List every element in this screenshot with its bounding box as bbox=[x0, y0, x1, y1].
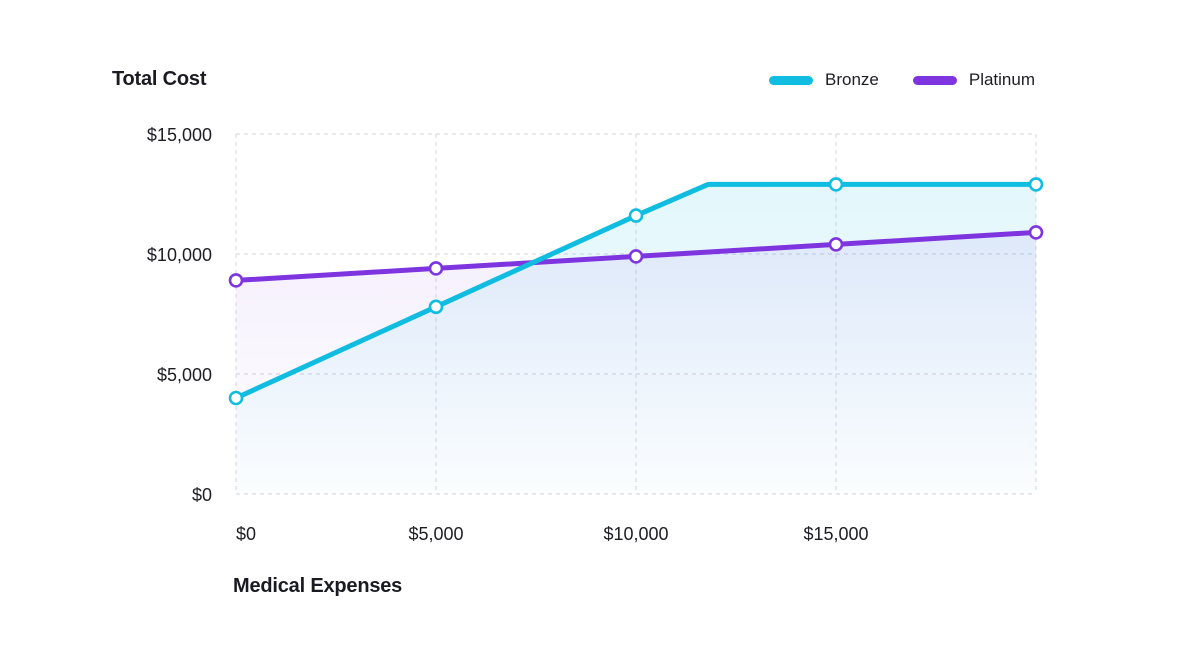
chart-title: Total Cost bbox=[112, 68, 207, 90]
point-bronze bbox=[828, 177, 844, 192]
legend-swatch-bronze bbox=[768, 75, 813, 85]
legend-label-bronze: Bronze bbox=[824, 70, 879, 89]
legend-swatch-platinum bbox=[912, 75, 957, 85]
area-fills bbox=[236, 184, 1036, 494]
y-tick-label: $10,000 bbox=[147, 245, 212, 265]
x-axis-ticks: $0 $5,000 $10,000 $15,000 bbox=[236, 524, 869, 544]
y-axis-ticks: $0 $5,000 $10,000 $15,000 bbox=[147, 125, 212, 505]
y-tick-label: $5,000 bbox=[157, 365, 212, 385]
point-platinum bbox=[828, 237, 844, 252]
x-tick-label: $5,000 bbox=[408, 524, 463, 544]
data-markers bbox=[228, 177, 1044, 406]
y-tick-label: $0 bbox=[192, 485, 212, 505]
point-bronze bbox=[1028, 177, 1044, 192]
point-platinum bbox=[628, 249, 644, 264]
point-bronze bbox=[228, 390, 244, 406]
line-bronze bbox=[233, 181, 1039, 401]
x-tick-label: $0 bbox=[236, 524, 256, 544]
point-bronze bbox=[628, 208, 644, 223]
point-platinum bbox=[428, 261, 444, 276]
legend-label-platinum: Platinum bbox=[968, 70, 1035, 89]
y-tick-label: $15,000 bbox=[147, 125, 212, 145]
x-axis-title: Medical Expenses bbox=[233, 575, 403, 597]
x-tick-label: $10,000 bbox=[603, 524, 668, 544]
legend-item-platinum[interactable]: Platinum bbox=[912, 70, 1035, 90]
point-platinum bbox=[1028, 225, 1044, 240]
area-platinum bbox=[236, 232, 1036, 494]
legend: Bronze Platinum bbox=[768, 70, 1035, 90]
point-bronze bbox=[428, 299, 444, 315]
x-tick-label: $15,000 bbox=[803, 524, 868, 544]
legend-item-bronze[interactable]: Bronze bbox=[768, 70, 879, 90]
point-platinum bbox=[228, 273, 244, 288]
